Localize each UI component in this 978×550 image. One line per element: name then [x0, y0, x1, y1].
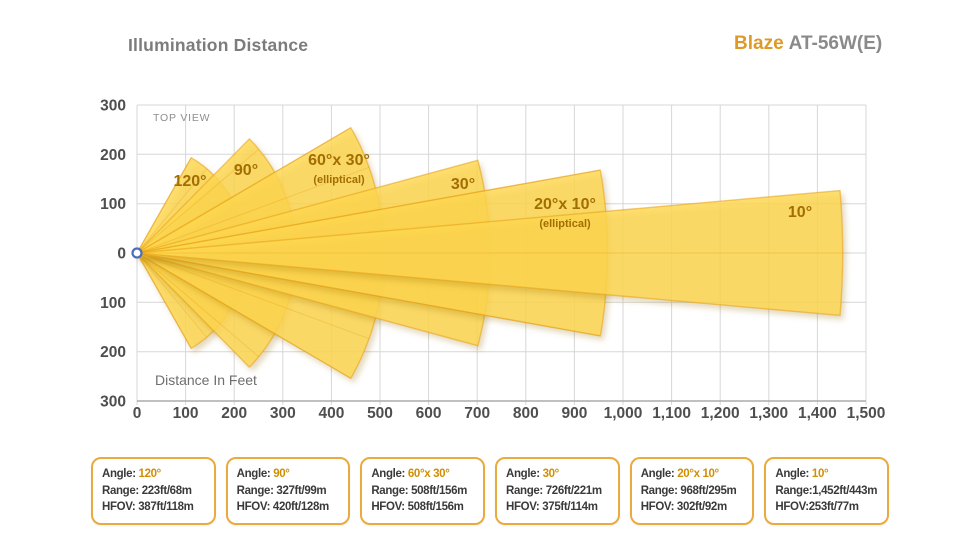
brand: Blaze AT-56W(E): [734, 33, 882, 55]
beam-fan-10deg: [136, 189, 844, 317]
beam-ray: [136, 252, 601, 337]
angle-value: 10°: [811, 468, 829, 480]
page-title: Illumination Distance: [128, 35, 309, 55]
beam-ray: [136, 252, 260, 358]
y-tick-label: 100: [100, 295, 126, 312]
beam-ray: [136, 252, 208, 338]
y-tick-label: 300: [100, 98, 126, 115]
beam-ray: [136, 157, 192, 254]
beam-sublabel-60x30: (elliptical): [313, 174, 365, 186]
spec-card-20x10: Angle: 20°x 10° Range: 968ft/295m HFOV: …: [629, 457, 755, 525]
beam-ray: [136, 252, 192, 349]
beam-angle-label-10deg: 10°: [788, 204, 812, 221]
x-tick-label: 1,500: [847, 405, 886, 422]
hfov-line: HFOV: 420ft/128m: [236, 501, 330, 513]
y-tick-label: 300: [100, 394, 126, 411]
beam-angle-label-20x10: 20°x 10°: [534, 196, 596, 213]
angle-line: Angle: 90°: [236, 468, 290, 480]
hfov-line: HFOV: 387ft/118m: [102, 501, 194, 513]
y-tick-label: 0: [117, 246, 126, 263]
angle-value: 20°x 10°: [677, 468, 719, 480]
range-line: Range: 968ft/295m: [640, 484, 737, 497]
spec-cards: Angle: 120° Range: 223ft/68m HFOV: 387ft…: [91, 457, 890, 525]
range-line: Range: 327ft/99m: [236, 484, 327, 497]
y-tick-label: 200: [100, 344, 126, 361]
spec-card-120: Angle: 120° Range: 223ft/68m HFOV: 387ft…: [91, 457, 216, 525]
spec-card-10: Angle: 10° Range:1,452ft/443m HFOV:253ft…: [764, 457, 890, 525]
x-tick-label: 1,100: [652, 405, 691, 422]
hfov-line: HFOV:253ft/77m: [775, 501, 859, 513]
chart-label-layer: 0 100 200 300 400 500 600 700 800 900 1,000 1,100 1,…: [100, 98, 885, 423]
brand-name: Blaze: [734, 33, 784, 54]
spec-card-60x30: Angle: 60°x 30° Range: 508ft/156m HFOV: …: [360, 457, 486, 525]
range-line: Range: 223ft/68m: [102, 484, 192, 497]
beam-ray: [136, 168, 208, 254]
model-name: AT-56W(E): [788, 33, 883, 54]
x-tick-label: 400: [318, 405, 344, 422]
x-tick-label: 0: [133, 405, 142, 422]
angle-line: Angle: 30°: [506, 468, 560, 480]
beam-ray: [136, 252, 370, 340]
hfov-line: HFOV: 375ft/114m: [506, 501, 598, 513]
beam-angle-label-30deg: 30°: [451, 176, 475, 193]
beam-angle-label-90deg: 90°: [234, 162, 258, 179]
beam-ray: [136, 148, 260, 254]
beam-sublabel-20x10: (elliptical): [539, 218, 591, 230]
x-tick-label: 900: [561, 405, 587, 422]
angle-line: Angle: 120°: [102, 468, 162, 480]
angle-value: 90°: [273, 468, 290, 480]
x-tick-label: 800: [513, 405, 539, 422]
angle-line: Angle: 10°: [775, 468, 829, 480]
beam-ray: [136, 166, 370, 254]
range-line: Range:1,452ft/443m: [775, 484, 878, 497]
hfov-line: HFOV: 302ft/92m: [640, 501, 728, 513]
angle-value: 30°: [542, 468, 560, 480]
x-tick-label: 700: [464, 405, 490, 422]
angle-value: 60°x 30°: [407, 468, 450, 480]
range-line: Range: 726ft/221m: [506, 484, 602, 497]
x-tick-label: 200: [221, 405, 247, 422]
spec-card-30: Angle: 30° Range: 726ft/221m HFOV: 375ft…: [495, 457, 620, 525]
beam-angle-label-60x30: 60°x 30°: [308, 152, 370, 169]
beam-ray-layer: [136, 127, 843, 379]
distance-axis-label: Distance In Feet: [155, 372, 257, 388]
angle-value: 120°: [138, 468, 162, 480]
x-tick-label: 500: [367, 405, 393, 422]
x-tick-label: 300: [270, 405, 296, 422]
y-tick-label: 200: [100, 147, 126, 164]
x-tick-label: 1,200: [701, 405, 740, 422]
beam-ray: [136, 169, 601, 254]
origin-marker: [131, 247, 143, 259]
beam-ray: [136, 127, 352, 254]
y-tick-label: 100: [100, 196, 126, 213]
x-tick-label: 1,300: [749, 405, 788, 422]
hfov-line: HFOV: 508ft/156m: [371, 501, 464, 513]
beam-fan-layer: [136, 127, 844, 379]
range-line: Range: 508ft/156m: [371, 484, 468, 497]
top-view-label: TOP VIEW: [153, 112, 210, 124]
x-tick-label: 1,000: [604, 405, 643, 422]
x-tick-label: 600: [416, 405, 442, 422]
x-tick-label: 1,400: [798, 405, 837, 422]
angle-line: Angle: 60°x 30°: [371, 468, 450, 480]
beam-angle-label-120deg: 120°: [173, 173, 206, 190]
beam-ray: [136, 252, 352, 379]
angle-line: Angle: 20°x 10°: [640, 468, 719, 480]
x-tick-label: 100: [173, 405, 199, 422]
spec-card-90: Angle: 90° Range: 327ft/99m HFOV: 420ft/…: [225, 457, 351, 525]
